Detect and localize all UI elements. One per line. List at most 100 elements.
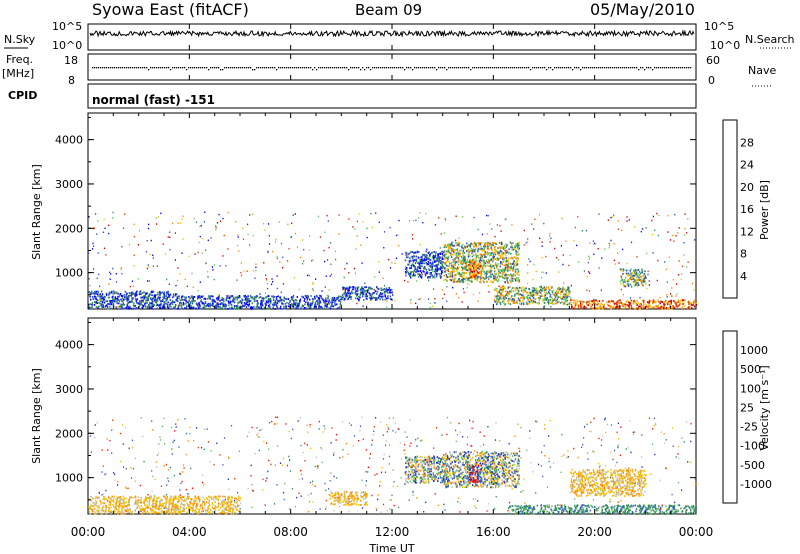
- echo-point: [429, 259, 431, 262]
- echo-point: [109, 292, 111, 295]
- echo-point: [635, 307, 638, 309]
- echo-point: [486, 270, 489, 273]
- echo-point: [325, 508, 327, 510]
- echo-point: [532, 300, 535, 303]
- echo-point: [539, 297, 541, 300]
- echo-point: [682, 305, 684, 308]
- echo-point: [106, 438, 108, 440]
- freq-point: [198, 67, 200, 69]
- echo-point: [560, 293, 562, 296]
- echo-point: [466, 443, 468, 446]
- echo-point: [533, 291, 535, 294]
- freq-point: [322, 67, 324, 69]
- echo-point: [438, 261, 440, 264]
- echo-point: [177, 222, 179, 224]
- echo-point: [380, 421, 382, 423]
- echo-point: [221, 299, 223, 301]
- freq-unit: [MHz]: [2, 67, 34, 80]
- echo-point: [371, 226, 373, 229]
- echo-point: [297, 305, 299, 308]
- echo-point: [477, 228, 479, 231]
- echo-point: [320, 297, 323, 300]
- echo-point: [648, 304, 650, 307]
- echo-point: [566, 289, 568, 291]
- echo-point: [481, 233, 484, 236]
- echo-point: [164, 301, 166, 303]
- echo-point: [420, 275, 422, 278]
- echo-point: [164, 495, 166, 498]
- echo-point: [417, 437, 419, 440]
- echo-point: [474, 278, 476, 280]
- echo-point: [309, 447, 311, 450]
- echo-point: [263, 307, 266, 309]
- echo-point: [432, 254, 435, 257]
- freq-point: [114, 67, 116, 69]
- echo-point: [543, 302, 546, 304]
- echo-point: [417, 273, 419, 276]
- freq-point: [620, 67, 622, 69]
- echo-point: [622, 281, 624, 284]
- echo-point: [405, 254, 407, 256]
- echo-point: [459, 253, 461, 255]
- echo-point: [441, 263, 444, 266]
- echo-point: [502, 268, 505, 271]
- echo-point: [405, 256, 408, 259]
- echo-point: [531, 289, 534, 292]
- freq-point: [548, 67, 550, 69]
- echo-point: [582, 306, 585, 309]
- echo-point: [436, 260, 438, 262]
- echo-point: [672, 300, 675, 302]
- echo-point: [652, 301, 654, 303]
- echo-point: [617, 252, 619, 254]
- echo-point: [348, 218, 350, 220]
- echo-point: [489, 254, 491, 257]
- echo-point: [452, 261, 454, 264]
- echo-point: [486, 246, 488, 249]
- echo-point: [516, 248, 518, 250]
- echo-point: [185, 300, 187, 302]
- echo-point: [465, 262, 467, 265]
- echo-point: [495, 495, 497, 498]
- echo-point: [141, 296, 143, 299]
- echo-point: [680, 278, 682, 281]
- echo-point: [415, 258, 417, 261]
- echo-point: [248, 304, 250, 307]
- echo-point: [516, 287, 518, 289]
- echo-point: [391, 262, 393, 264]
- echo-point: [606, 301, 608, 304]
- freq-point: [678, 67, 680, 69]
- echo-point: [365, 295, 368, 297]
- echo-point: [188, 299, 190, 302]
- echo-point: [92, 292, 95, 294]
- echo-point: [512, 298, 514, 300]
- echo-point: [182, 238, 184, 240]
- echo-point: [256, 295, 258, 297]
- echo-point: [522, 291, 524, 294]
- echo-point: [423, 258, 425, 260]
- echo-point: [587, 261, 589, 264]
- echo-point: [375, 299, 377, 301]
- echo-point: [592, 450, 594, 452]
- echo-point: [478, 260, 481, 262]
- echo-point: [384, 444, 387, 446]
- echo-point: [247, 488, 249, 490]
- echo-point: [514, 293, 516, 296]
- echo-point: [449, 274, 452, 276]
- freq-point: [632, 67, 634, 69]
- echo-point: [426, 272, 428, 275]
- echo-point: [292, 307, 294, 310]
- echo-point: [426, 263, 429, 265]
- echo-point: [409, 271, 411, 274]
- echo-point: [181, 298, 183, 301]
- plot-title: Syowa East (fitACF): [92, 0, 249, 19]
- echo-point: [497, 252, 500, 254]
- echo-point: [169, 236, 171, 238]
- echo-point: [314, 485, 316, 487]
- echo-point: [282, 299, 284, 301]
- echo-point: [642, 281, 644, 283]
- echo-point: [410, 276, 412, 279]
- echo-point: [235, 221, 237, 223]
- echo-point: [264, 229, 266, 231]
- echo-point: [481, 254, 483, 256]
- echo-point: [265, 304, 267, 306]
